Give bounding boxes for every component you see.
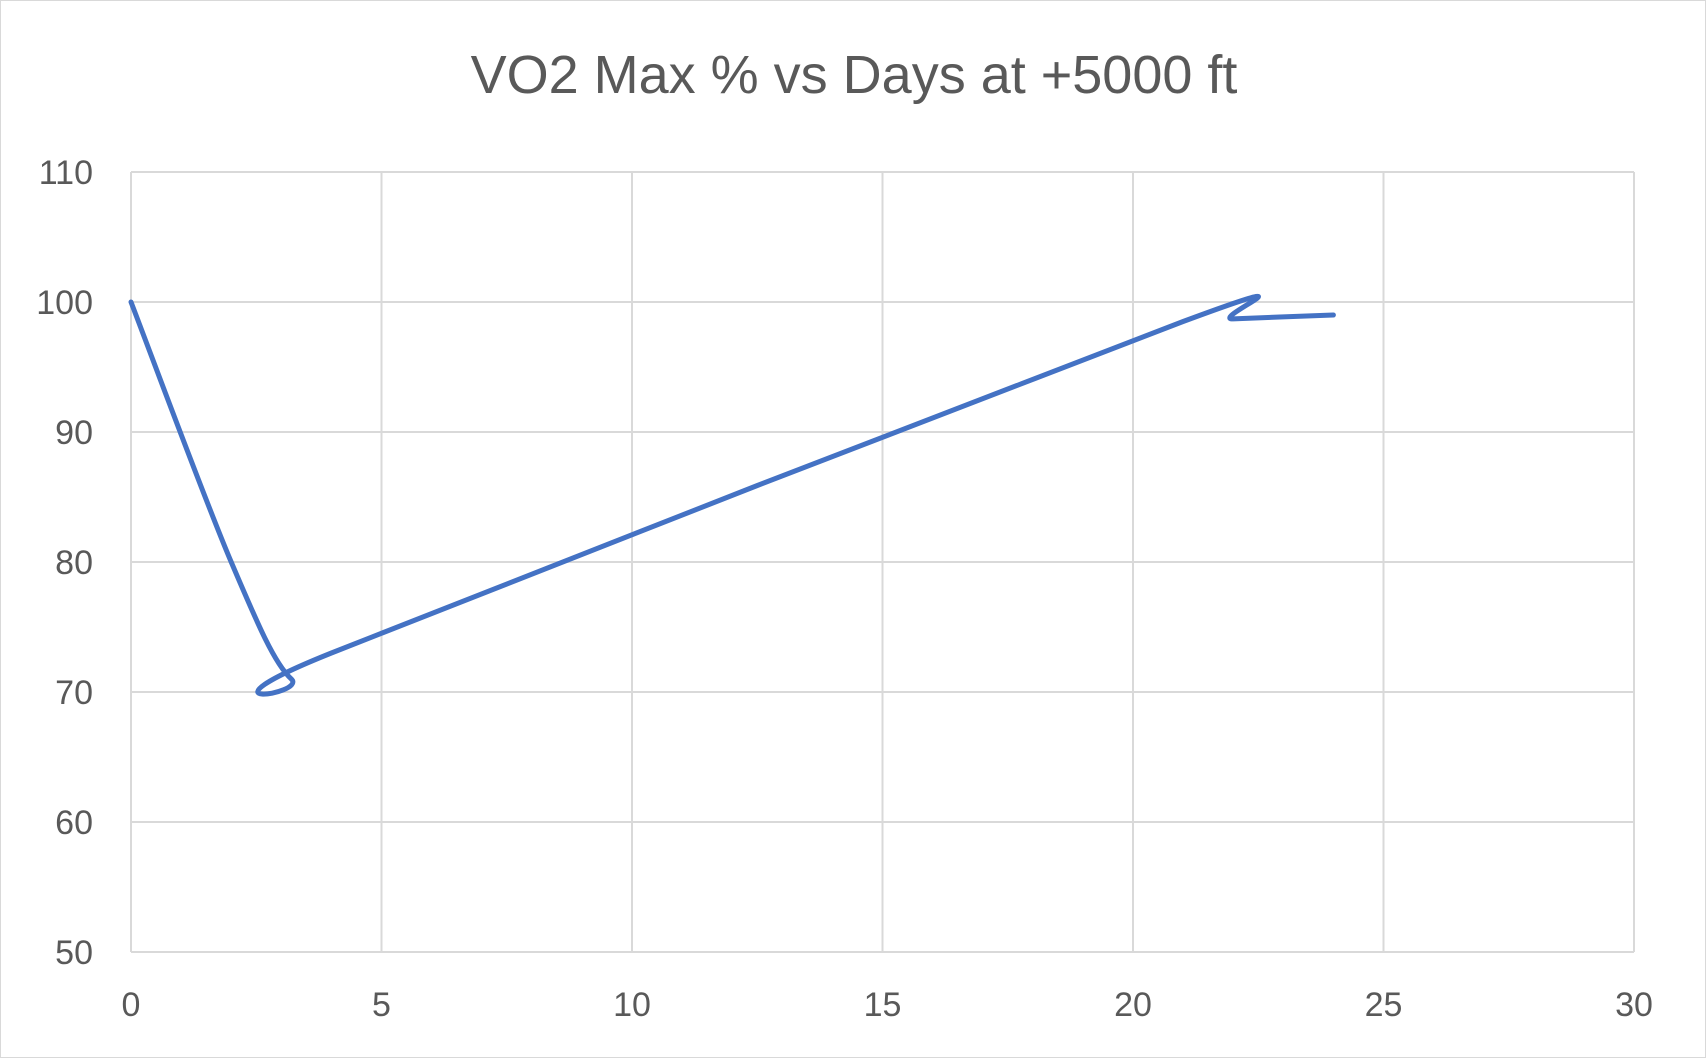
- chart-title: VO2 Max % vs Days at +5000 ft: [470, 45, 1238, 105]
- x-tick-label: 10: [613, 986, 651, 1024]
- x-tick-label: 0: [122, 986, 141, 1024]
- x-tick-label: 15: [864, 986, 902, 1024]
- y-tick-label: 90: [55, 414, 93, 452]
- y-tick-label: 70: [55, 674, 93, 712]
- y-tick-label: 100: [36, 284, 93, 322]
- series-line: [128, 293, 1336, 697]
- x-tick-label: 30: [1615, 986, 1653, 1024]
- y-tick-label: 50: [55, 934, 93, 972]
- x-tick-label: 20: [1114, 986, 1152, 1024]
- y-tick-label: 60: [55, 804, 93, 842]
- x-tick-label: 25: [1365, 986, 1403, 1024]
- y-tick-label: 80: [55, 544, 93, 582]
- y-tick-label: 110: [39, 154, 93, 192]
- x-tick-label: 5: [372, 986, 391, 1024]
